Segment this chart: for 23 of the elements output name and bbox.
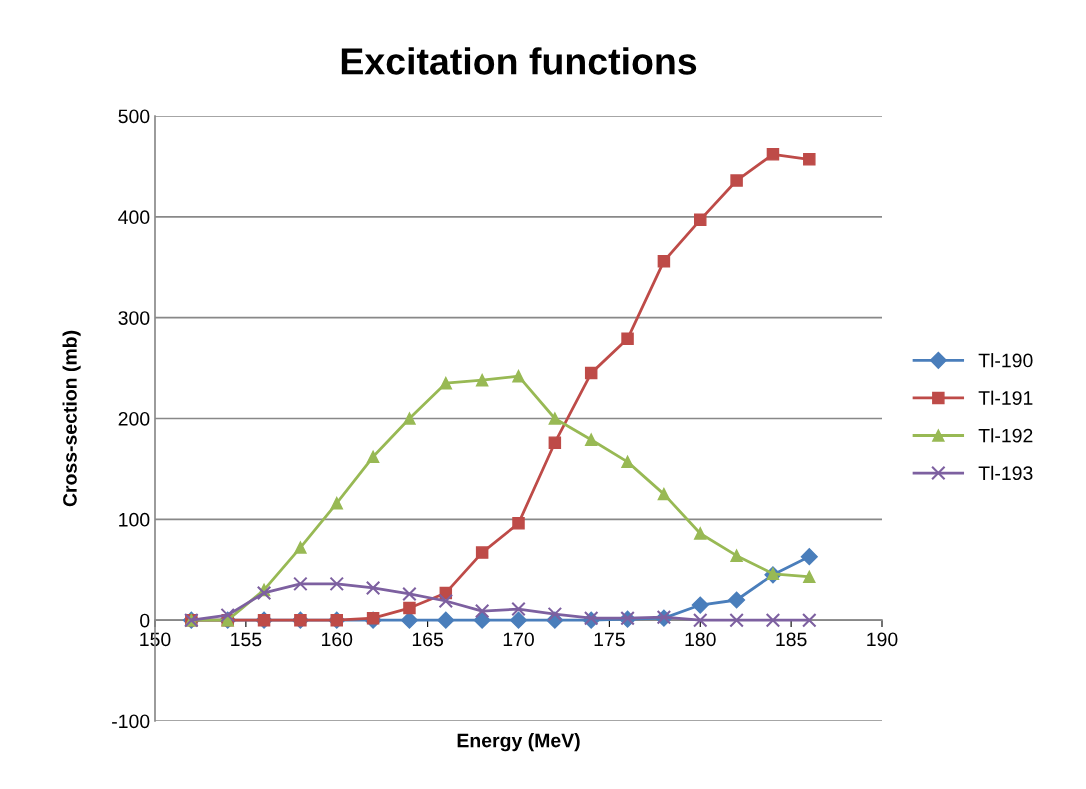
- x-tick-label: 175: [594, 632, 625, 647]
- y-tick-label: 0: [140, 613, 150, 628]
- legend-label: Tl-193: [978, 465, 1033, 481]
- x-tick-label: 170: [503, 632, 534, 647]
- x-tick-label: 150: [140, 632, 171, 647]
- chart-title: Excitation functions: [341, 47, 697, 75]
- x-tick-label: 180: [685, 632, 716, 647]
- x-tick-label: 155: [231, 632, 262, 647]
- y-tick-label: 400: [118, 210, 150, 225]
- y-tick-label: 100: [119, 512, 150, 527]
- x-tick-label: 160: [322, 632, 353, 647]
- legend-label: Tl-192: [978, 428, 1033, 443]
- x-tick-label: 185: [776, 632, 807, 647]
- y-tick-label: 200: [118, 411, 150, 426]
- legend-label: Tl-191: [978, 390, 1033, 405]
- y-tick-label: 300: [118, 311, 150, 325]
- y-axis-title: Cross-section (mb): [62, 330, 81, 507]
- y-tick-label: -100: [112, 714, 150, 729]
- x-tick-label: 165: [412, 632, 444, 647]
- x-tick-label: 190: [867, 632, 898, 647]
- x-axis-title: Energy (MeV): [457, 733, 580, 752]
- legend-label: Tl-190: [978, 353, 1033, 368]
- y-tick-label: 500: [118, 109, 150, 124]
